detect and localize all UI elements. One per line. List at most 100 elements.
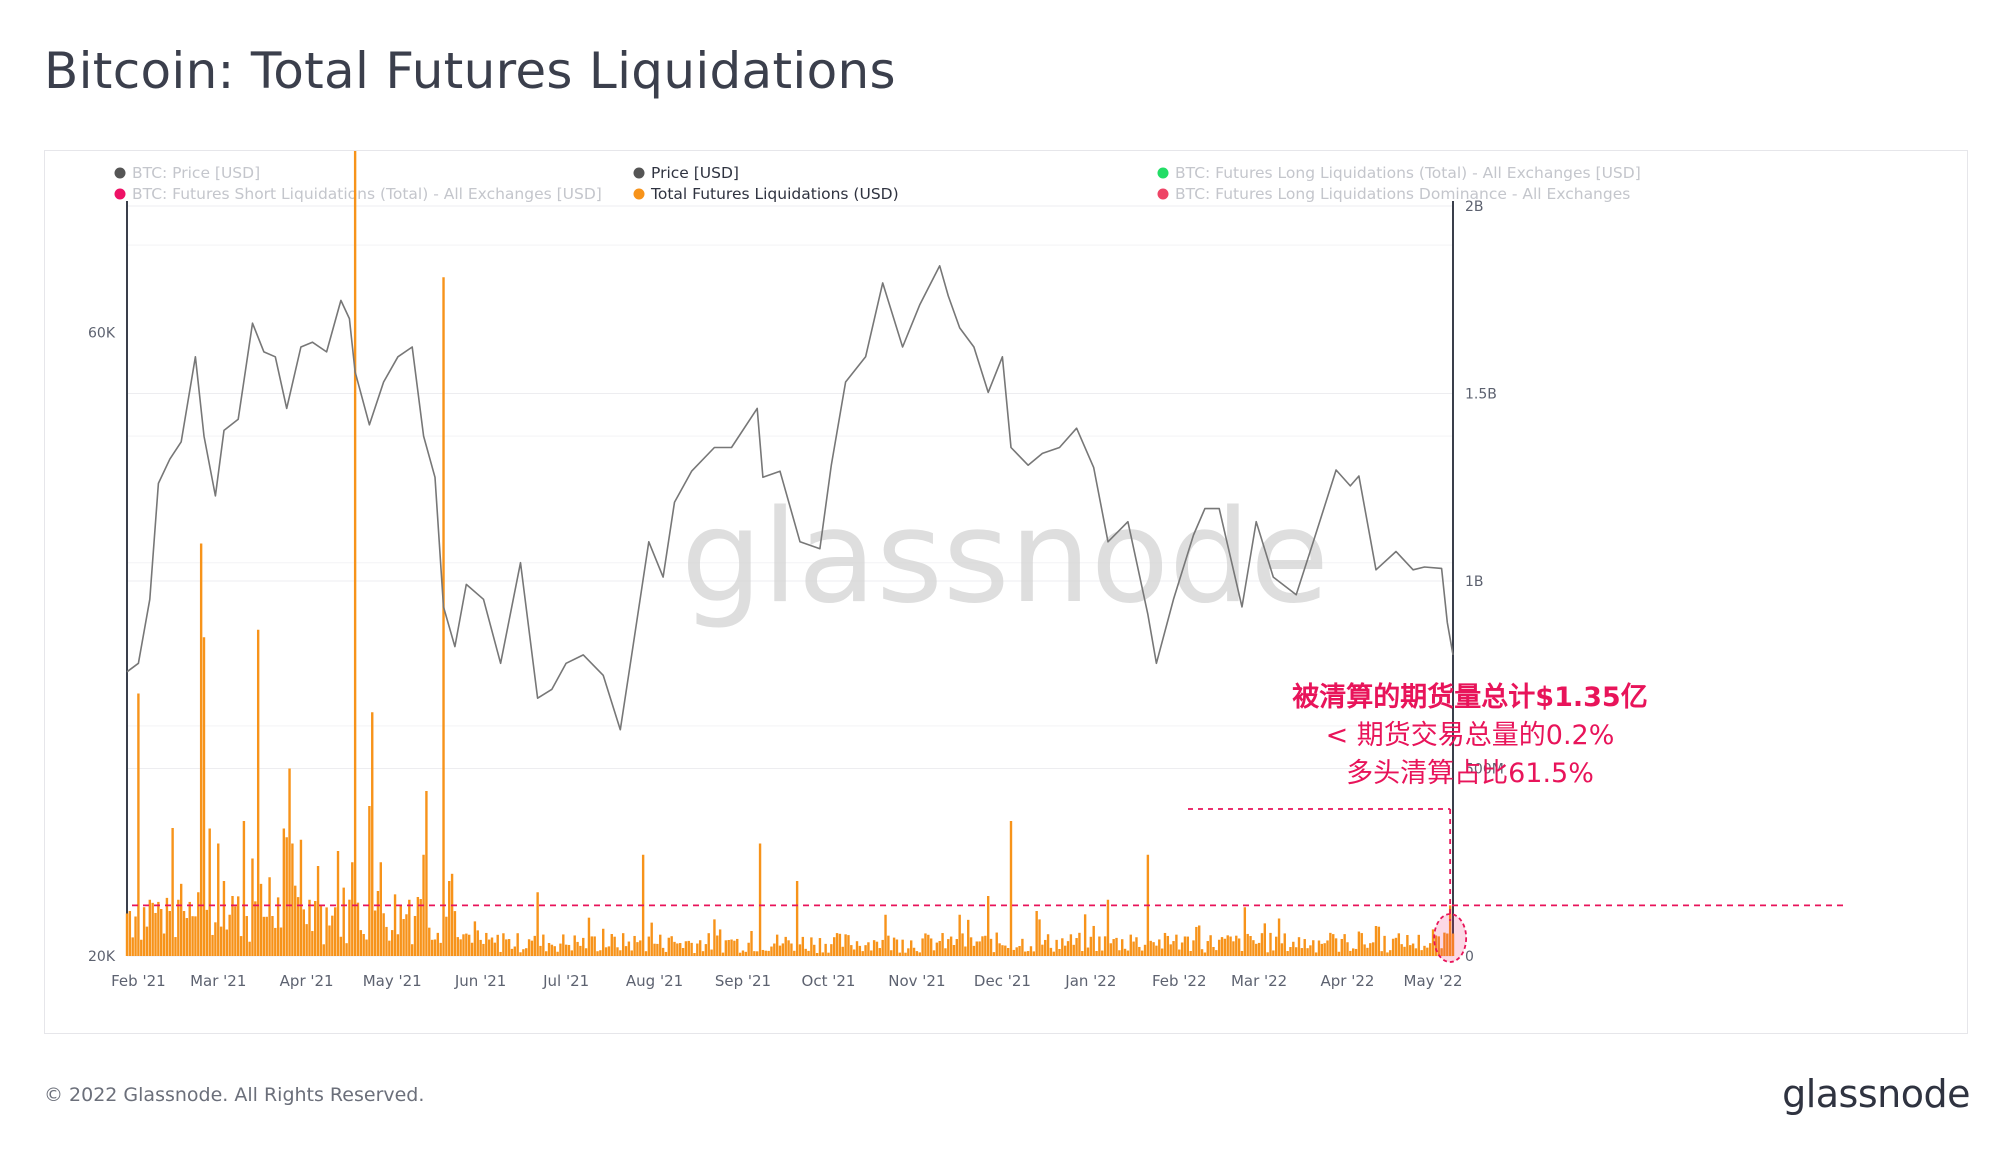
liquidation-bar (1389, 950, 1392, 956)
liquidation-bar (656, 943, 659, 956)
liquidation-bar (704, 944, 708, 956)
y-right-tick: 1.5B (1465, 387, 1497, 403)
liquidation-bar (1257, 942, 1261, 956)
liquidation-bar (1329, 932, 1332, 956)
liquidation-bar (1195, 926, 1198, 956)
liquidation-bar (915, 951, 919, 956)
liquidation-bar (690, 942, 693, 956)
x-tick: Feb '21 (111, 972, 166, 990)
liquidation-bar (667, 937, 671, 956)
liquidation-bar (134, 916, 137, 956)
reference-lines (132, 808, 1845, 963)
liquidation-bar (305, 924, 308, 956)
annotation-line-2: < 期货交易总量的0.2% (1326, 720, 1615, 751)
liquidation-bar (336, 851, 340, 956)
liquidation-bar (673, 941, 676, 956)
liquidation-bar (830, 944, 833, 956)
liquidation-bar (182, 911, 186, 956)
liquidation-bar (487, 939, 491, 956)
liquidation-bar (148, 899, 152, 956)
liquidation-bar (1083, 914, 1087, 956)
liquidation-bar (513, 946, 517, 956)
liquidation-bar (804, 948, 807, 956)
liquidation-bar (1240, 950, 1244, 956)
liquidation-bar (718, 929, 722, 956)
liquidation-bar (1235, 935, 1238, 956)
liquidation-bar (160, 909, 163, 956)
liquidation-bar (710, 949, 713, 956)
liquidation-bar (368, 806, 371, 956)
liquidation-bar (154, 912, 157, 956)
liquidation-bar (793, 950, 796, 956)
price-line (126, 265, 1454, 731)
liquidation-bar (402, 919, 405, 956)
liquidation-bar (927, 934, 930, 956)
liquidation-bar (867, 942, 870, 956)
legend-item[interactable]: BTC: Futures Short Liquidations (Total) … (114, 185, 602, 203)
liquidation-bar (935, 942, 939, 956)
liquidation-bar (539, 945, 542, 956)
liquidation-bar (285, 837, 288, 956)
liquidation-bar (684, 941, 688, 956)
liquidation-bar (254, 901, 257, 956)
liquidation-bar (430, 939, 434, 956)
liquidation-bar (1006, 947, 1010, 956)
liquidation-bar (1371, 942, 1375, 956)
x-tick: Sep '21 (715, 972, 771, 990)
liquidation-bar (1377, 926, 1381, 956)
liquidation-bar (550, 944, 554, 956)
liquidation-bar (279, 927, 283, 956)
liquidation-bar (450, 873, 454, 956)
liquidation-bar (1078, 932, 1081, 956)
liquidation-bar (1192, 940, 1195, 956)
liquidation-bar (807, 950, 810, 956)
liquidation-bar (1275, 936, 1278, 956)
watermark: glassnode (681, 483, 1329, 632)
legend-item[interactable]: Total Futures Liquidations (USD) (633, 185, 899, 203)
liquidation-bar (214, 922, 217, 956)
liquidation-bar (753, 951, 756, 956)
liquidation-bar (1431, 929, 1435, 956)
liquidation-bar (1206, 941, 1209, 956)
liquidation-bar (986, 896, 990, 956)
liquidation-bar (131, 937, 134, 956)
legend-label: BTC: Futures Long Liquidations Dominance… (1175, 185, 1630, 203)
liquidation-bar (750, 930, 753, 956)
liquidation-bar (698, 940, 702, 956)
liquidation-bar (810, 937, 813, 956)
liquidation-bar (944, 948, 947, 956)
legend-item[interactable]: BTC: Futures Long Liquidations (Total) -… (1157, 164, 1641, 182)
legend-item[interactable]: Price [USD] (633, 164, 739, 182)
liquidation-bar (1121, 939, 1124, 956)
liquidation-bar (1058, 948, 1061, 956)
liquidation-bar (584, 948, 588, 956)
annotation-line-1: 被清算的期货量总计$1.35亿 (1292, 681, 1647, 713)
liquidation-bar (1223, 938, 1227, 956)
liquidation-bar (1217, 939, 1221, 956)
liquidation-bar (1446, 933, 1449, 956)
legend-item[interactable]: BTC: Price [USD] (114, 164, 261, 182)
liquidation-bar (653, 943, 656, 956)
liquidation-bar (647, 936, 651, 956)
legend-item[interactable]: BTC: Futures Long Liquidations Dominance… (1157, 185, 1631, 203)
liquidation-bar (778, 945, 782, 956)
liquidation-bar (333, 907, 337, 956)
annotation-box: 被清算的期货量总计$1.35亿 < 期货交易总量的0.2% 多头清算占比61.5… (1292, 681, 1647, 789)
glassnode-logo[interactable]: glassnode (1782, 1072, 1970, 1116)
liquidation-bar (1152, 942, 1155, 956)
y-left-tick: 60K (88, 326, 116, 342)
liquidation-bar (1437, 936, 1440, 956)
liquidation-bar (921, 938, 924, 956)
liquidation-bar (650, 922, 653, 956)
liquidation-bar (265, 916, 268, 956)
liquidation-bar (245, 916, 248, 956)
liquidation-bar (727, 939, 730, 956)
liquidation-bar (938, 940, 941, 956)
liquidation-bar (519, 952, 522, 956)
liquidation-bar (881, 939, 884, 956)
liquidation-bar (767, 950, 770, 956)
liquidation-bar (1055, 939, 1058, 956)
liquidation-bar (1294, 947, 1298, 956)
liquidation-bar (1089, 936, 1093, 956)
legend[interactable]: BTC: Price [USD] Price [USD] BTC: Futures … (114, 164, 1641, 203)
